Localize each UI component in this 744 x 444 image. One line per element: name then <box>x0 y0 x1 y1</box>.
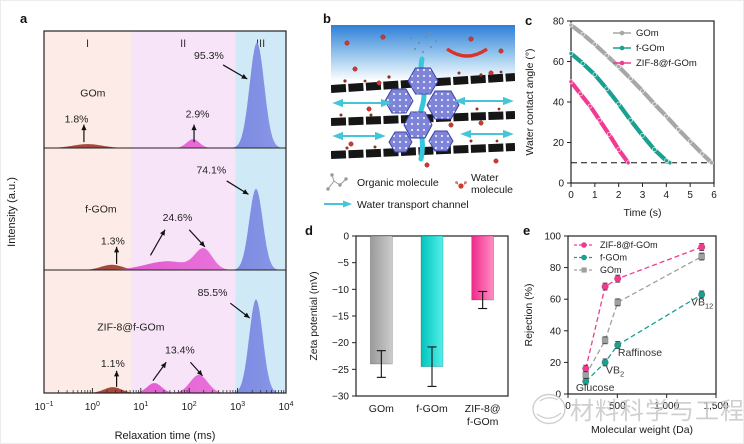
svg-text:III: III <box>256 38 265 50</box>
svg-text:80: 80 <box>550 263 562 274</box>
svg-text:Intensity (a.u.): Intensity (a.u.) <box>6 177 18 247</box>
svg-text:ZIF-8@f-GOm: ZIF-8@f-GOm <box>97 321 164 333</box>
svg-text:ZIF-8@f-GOm: ZIF-8@f-GOm <box>600 240 658 250</box>
svg-text:Zeta potential (mV): Zeta potential (mV) <box>308 271 320 360</box>
organic-molecule-icon <box>326 173 348 191</box>
svg-text:ZIF-8@: ZIF-8@ <box>465 403 501 415</box>
water-molecule-icon <box>455 181 467 189</box>
svg-text:f-GOm: f-GOm <box>416 403 448 415</box>
panel-e-label: e <box>523 223 531 238</box>
svg-text:40: 40 <box>550 326 562 337</box>
svg-text:60: 60 <box>553 57 565 68</box>
functional-groups <box>339 70 503 150</box>
svg-text:1,500: 1,500 <box>703 401 728 412</box>
svg-text:Raffinose: Raffinose <box>618 347 662 359</box>
svg-text:−15: −15 <box>332 312 349 323</box>
water-flow-arc <box>445 47 489 58</box>
svg-text:95.3%: 95.3% <box>194 50 224 62</box>
svg-text:85.5%: 85.5% <box>198 287 228 299</box>
svg-text:GOm: GOm <box>80 88 105 100</box>
svg-text:Glucose: Glucose <box>576 382 615 394</box>
water-molecules <box>344 34 504 168</box>
svg-text:VB12: VB12 <box>691 297 713 311</box>
svg-text:−5: −5 <box>338 258 350 269</box>
svg-text:GOm: GOm <box>369 403 394 415</box>
svg-text:Rejection (%): Rejection (%) <box>523 283 535 346</box>
svg-text:20: 20 <box>550 358 562 369</box>
svg-text:f-GOm: f-GOm <box>85 204 117 216</box>
svg-text:0: 0 <box>343 232 349 243</box>
svg-text:0: 0 <box>568 190 574 201</box>
svg-text:1.1%: 1.1% <box>101 358 125 370</box>
svg-text:3: 3 <box>640 190 646 201</box>
svg-text:24.6%: 24.6% <box>163 212 193 224</box>
svg-text:I: I <box>86 38 89 50</box>
svg-text:f-GOm: f-GOm <box>636 43 665 54</box>
organic-molecule-label: Organic molecule <box>357 177 439 189</box>
svg-text:2: 2 <box>616 190 622 201</box>
svg-text:f-GOm: f-GOm <box>600 253 627 263</box>
svg-text:ZIF-8@f-GOm: ZIF-8@f-GOm <box>636 58 697 69</box>
panel-b-illustration <box>331 25 515 171</box>
svg-text:103: 103 <box>230 401 245 413</box>
svg-text:−20: −20 <box>332 338 349 349</box>
svg-text:102: 102 <box>182 401 197 413</box>
svg-text:0: 0 <box>558 179 564 190</box>
water-molecule-label: Water molecule <box>471 172 514 197</box>
svg-text:Molecular weight (Da): Molecular weight (Da) <box>591 424 693 436</box>
svg-text:104: 104 <box>278 401 293 413</box>
svg-text:40: 40 <box>553 98 565 109</box>
svg-text:4: 4 <box>664 190 670 201</box>
svg-text:Time (s): Time (s) <box>623 207 661 219</box>
organic-molecule-cluster <box>410 32 437 53</box>
water-transport-channel-label: Water transport channel <box>357 199 469 211</box>
panel-a-label: a <box>20 11 28 26</box>
water-transport-channel-icon <box>324 200 352 208</box>
svg-text:0: 0 <box>555 390 561 401</box>
svg-text:500: 500 <box>609 401 626 412</box>
svg-text:13.4%: 13.4% <box>165 345 195 357</box>
svg-text:20: 20 <box>553 138 565 149</box>
svg-text:1,000: 1,000 <box>654 401 679 412</box>
svg-text:1.3%: 1.3% <box>101 235 125 247</box>
svg-text:GOm: GOm <box>600 265 622 275</box>
rejection-chart: 0 20 40 60 80 100 0 500 1,000 1,500 ZIF-8@f-GOm f-G… <box>523 232 729 437</box>
membrane-structure-graphic <box>331 25 515 168</box>
svg-text:−25: −25 <box>332 365 349 376</box>
svg-text:5: 5 <box>687 190 693 201</box>
svg-text:Relaxation time (ms): Relaxation time (ms) <box>115 430 216 442</box>
svg-text:100: 100 <box>85 401 100 413</box>
svg-text:6: 6 <box>711 190 717 201</box>
svg-text:1.8%: 1.8% <box>65 113 89 125</box>
svg-text:60: 60 <box>550 295 562 306</box>
water-contact-angle-chart: 0 20 40 60 80 0 1 2 3 4 5 6 GOm f-GOm ZIF-8@f-GOm Time … <box>524 17 717 220</box>
panel-b-label: b <box>323 11 331 26</box>
svg-text:74.1%: 74.1% <box>196 165 226 177</box>
svg-text:100: 100 <box>544 232 561 243</box>
svg-text:101: 101 <box>133 401 148 413</box>
svg-text:VB2: VB2 <box>606 364 624 378</box>
svg-text:f-GOm: f-GOm <box>467 416 499 428</box>
transport-arrows <box>332 96 514 141</box>
svg-text:Water contact angle (°): Water contact angle (°) <box>524 48 536 155</box>
svg-text:II: II <box>180 38 186 50</box>
panel-c-label: c <box>525 13 533 28</box>
svg-text:−30: −30 <box>332 392 349 403</box>
svg-text:2.9%: 2.9% <box>186 109 210 121</box>
svg-text:10−1: 10−1 <box>34 401 53 413</box>
svg-text:80: 80 <box>553 17 565 28</box>
svg-text:0: 0 <box>565 401 571 412</box>
svg-text:GOm: GOm <box>636 28 659 39</box>
svg-text:1: 1 <box>592 190 598 201</box>
svg-text:−10: −10 <box>332 285 349 296</box>
panel-d-label: d <box>305 223 313 238</box>
